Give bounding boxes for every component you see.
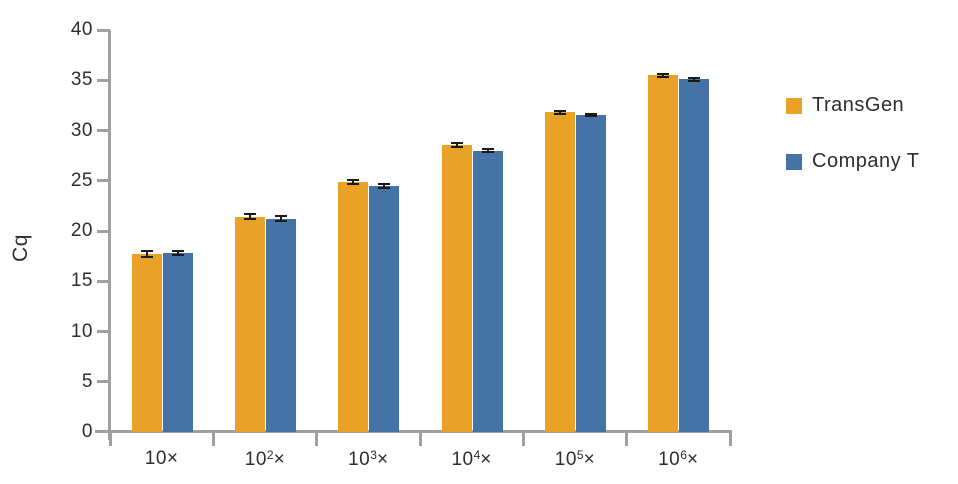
exponent: 4 [473,448,481,462]
y-tick-label: 25 [70,169,93,191]
x-tick-mark [728,433,732,446]
error-bar-line [486,149,489,153]
y-axis-title: Cq [9,234,32,262]
x-tick-mark [418,433,422,446]
exponent: 5 [576,448,584,462]
x-axis-label-106x: 106× [658,448,699,470]
y-tick-mark [97,380,110,384]
x-tick-mark [521,433,525,446]
bar-company-t-cat4 [576,115,606,432]
error-bar-line [662,73,665,77]
y-tick-mark [97,78,110,82]
bar-transgen-cat3 [441,144,472,432]
error-bar-cap-top [688,76,701,79]
error-bar-line [590,114,592,117]
error-bar-line [455,142,458,147]
exponent: 2 [266,448,274,462]
x-axis-label-101x: 10× [144,448,179,469]
error-bar-cap-bottom [244,218,256,221]
legend: TransGen Company T [786,94,920,206]
legend-item-transgen: TransGen [786,94,920,117]
error-bar-cap-top [657,72,670,75]
bar-company-t-cat1 [266,218,296,432]
error-bar-line [145,251,148,258]
x-tick-mark [108,433,112,446]
exponent: 3 [370,448,377,462]
legend-label: Company T [812,150,920,172]
bar-transgen-cat0 [131,254,162,432]
error-bar-cap-bottom [554,112,566,115]
y-tick-label: 40 [70,19,93,40]
error-bar-cap-bottom [140,256,153,259]
legend-item-company-t: Company T [786,150,920,173]
error-bar-cap-top [585,113,597,116]
error-bar-line [352,179,355,184]
x-tick-mark [625,433,629,446]
y-tick-mark [97,129,110,132]
bar-transgen-cat1 [235,216,265,432]
bar-transgen-cat5 [648,75,679,432]
error-bar-cap-top [244,213,256,216]
bar-company-t-cat3 [472,150,503,432]
legend-swatch [786,97,802,114]
y-tick-mark [97,279,110,283]
error-bar-line [249,214,251,220]
bar-company-t-cat2 [369,185,400,432]
error-bar-cap-bottom [450,145,463,148]
error-bar-cap-bottom [378,186,391,189]
error-bar-cap-bottom [171,254,184,257]
legend-label: TransGen [812,94,905,116]
y-tick-mark [97,330,110,333]
error-bar-cap-top [347,178,360,181]
x-axis-line [95,430,732,433]
bar-company-t-cat0 [162,253,193,432]
x-axis-label-103x: 103× [348,448,389,470]
y-tick-mark [97,229,110,233]
y-tick-label: 20 [70,220,93,241]
x-axis-label-105x: 105× [554,448,596,470]
x-axis-label-104x: 104× [451,448,492,470]
error-bar-line [176,251,179,256]
error-bar-cap-top [275,215,287,218]
bar-transgen-cat4 [545,112,575,432]
error-bar-cap-top [140,250,153,253]
error-bar-cap-top [378,182,391,185]
error-bar-cap-bottom [347,182,360,185]
y-tick-label: 35 [70,69,93,91]
y-tick-label: 10 [70,320,93,342]
error-bar-cap-top [450,141,463,144]
error-bar-cap-bottom [688,79,701,82]
exponent: 6 [680,448,687,462]
y-tick-label: 5 [81,370,93,392]
y-tick-label: 30 [70,119,93,141]
error-bar-line [280,216,282,222]
error-bar-cap-bottom [585,115,597,118]
bar-transgen-cat2 [338,181,369,432]
y-tick-mark [97,28,110,32]
error-bar-cap-top [481,148,494,151]
x-tick-mark [315,433,319,446]
error-bar-cap-bottom [275,220,287,223]
error-bar-cap-bottom [481,151,494,154]
error-bar-line [693,77,696,81]
error-bar-line [383,183,386,188]
legend-swatch [786,153,802,170]
y-tick-mark [97,179,110,183]
bar-company-t-cat5 [679,79,710,432]
y-tick-label: 15 [70,270,93,292]
y-axis-line [108,30,111,440]
y-tick-label: 0 [81,421,93,442]
error-bar-line [559,110,561,114]
x-axis-label-102x: 102× [244,448,286,470]
error-bar-cap-top [554,109,566,112]
error-bar-cap-top [171,250,184,253]
x-tick-mark [211,433,215,446]
error-bar-cap-bottom [657,75,670,78]
